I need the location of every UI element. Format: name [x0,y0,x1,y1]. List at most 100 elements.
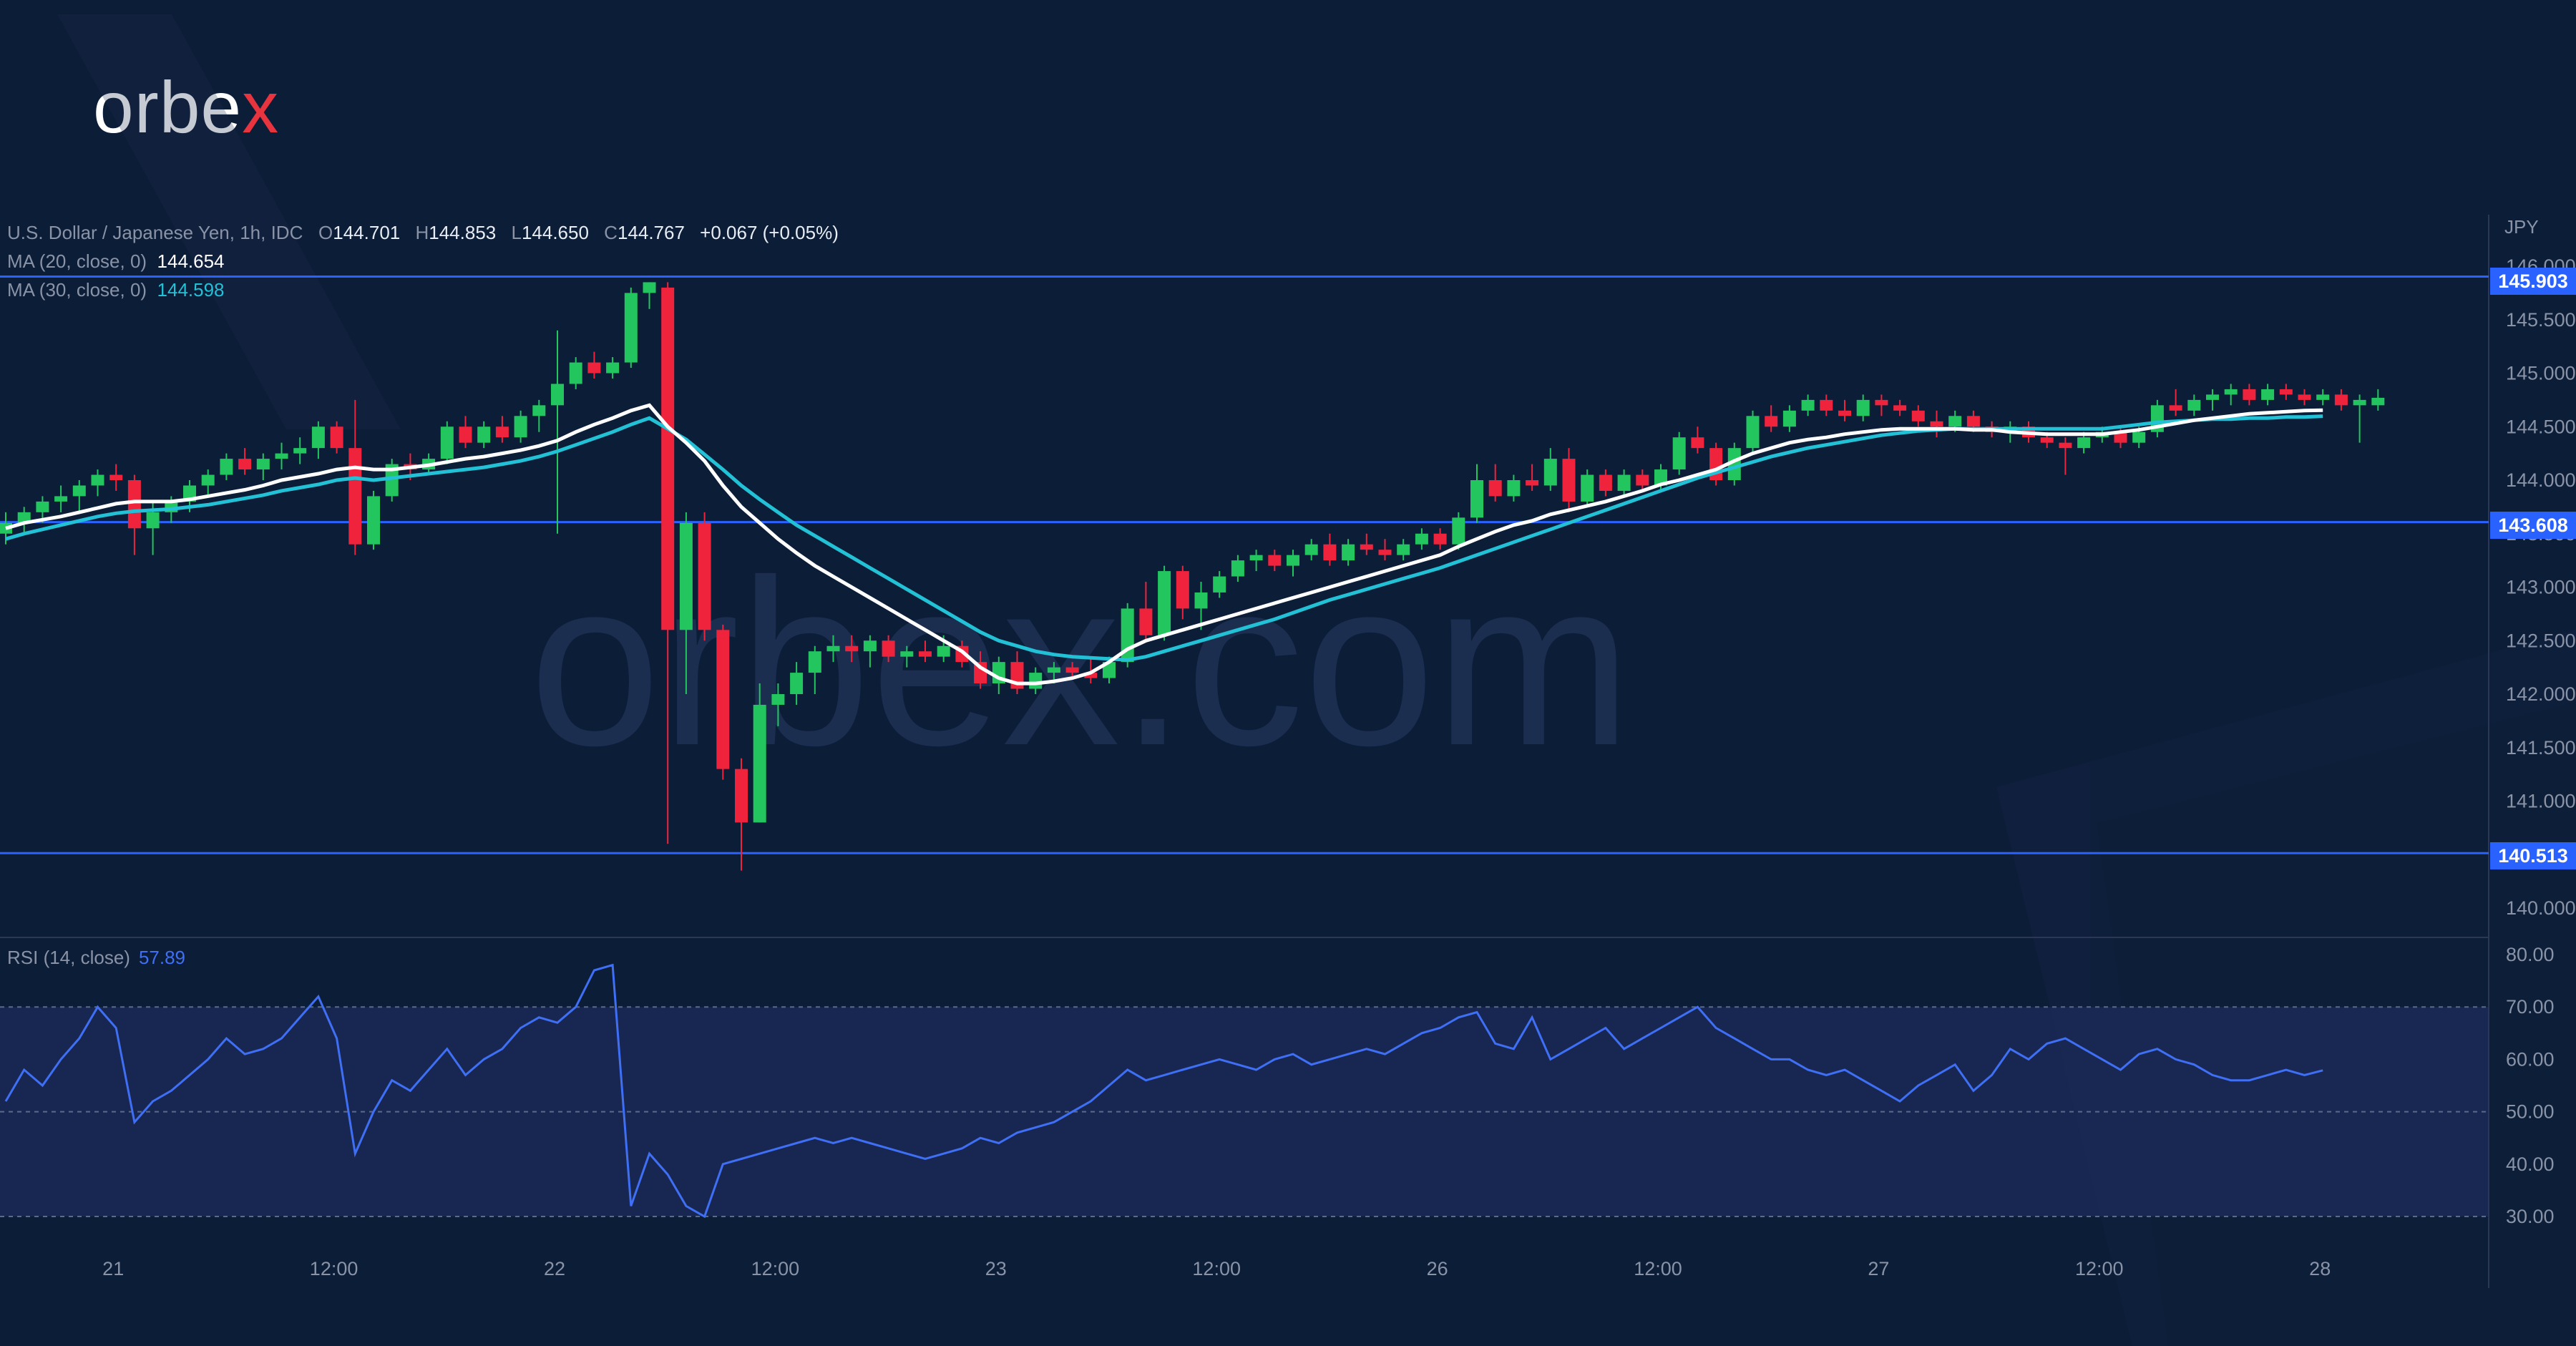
candle-body [569,362,582,384]
candle-body [624,293,638,363]
candle-body [2353,399,2366,406]
candle-body [514,416,527,438]
candle-body [2077,437,2091,449]
candle-body [1617,474,1631,491]
time-tick-label: 21 [102,1258,124,1279]
candle-body [1543,459,1557,486]
candle-body [1856,399,1870,416]
candle-body [330,426,343,449]
candles [0,282,2385,871]
candle-body [1838,410,1851,416]
candle-body [1378,550,1392,555]
price-tick-label: 145.000 [2506,363,2576,384]
candle-body [54,496,68,502]
candle-body [1820,399,1833,411]
candle-body [1029,673,1043,689]
candle-body [882,640,895,657]
time-tick-label: 12:00 [1192,1258,1241,1279]
candle-body [2243,389,2256,400]
level-lines [0,275,2489,854]
rsi-axis: 80.00 70.00 60.00 50.00 40.00 30.00 [2506,944,2555,1227]
candle-body [826,645,840,652]
candle-body [735,769,748,823]
candle-body [1581,474,1594,502]
price-tick-label: 140.000 [2506,897,2576,919]
candle-body [1415,533,1428,545]
candle-body [919,651,932,657]
candle-body [109,474,123,480]
candle-body [1268,555,1282,566]
candle-body [1213,576,1226,592]
rsi-tick-label: 30.00 [2506,1206,2555,1227]
candle-body [643,282,656,293]
candle-body [808,651,821,673]
candle-body [1765,416,1778,427]
candle-body [348,448,362,545]
moving-averages [5,403,2323,686]
candle-body [1782,410,1796,427]
candle-body [1470,480,1483,518]
candle-body [1727,448,1741,480]
time-tick-label: 12:00 [310,1258,358,1279]
candle-body [1691,437,1704,449]
ohlc-legend: U.S. Dollar / Japanese Yen, 1h, IDC O144… [7,222,839,243]
ma30-value: 144.598 [157,279,225,301]
candle-body [72,485,86,497]
candle-body [606,362,620,374]
candle-body [2371,397,2385,406]
price-tick-label: 145.500 [2506,309,2576,331]
candle-body [551,384,564,406]
candle-body [1746,416,1760,449]
watermark: orbex.com [530,530,1632,794]
candle-body [1452,517,1465,545]
candle-body [532,405,546,416]
candle-body [771,694,785,705]
candle-body [1360,544,1373,550]
candle-body [1287,555,1299,566]
candle-body [440,426,454,459]
candle-body [863,640,877,652]
symbol-label: U.S. Dollar / Japanese Yen, 1h, IDC [7,222,303,243]
level-tag-low: 140.513 [2490,842,2576,869]
time-tick-label: 12:00 [2075,1258,2124,1279]
candle-body [1342,544,1355,561]
open-value: 144.701 [333,222,401,243]
candle-body [900,651,914,657]
price-tick-label: 141.000 [2506,791,2576,812]
candle-body [698,522,711,630]
price-tick-label: 141.500 [2506,737,2576,759]
candle-body [1801,399,1815,411]
candle-body [1103,662,1116,678]
rsi-tick-label: 60.00 [2506,1048,2555,1070]
candle-body [2298,394,2311,400]
time-tick-label: 28 [2309,1258,2331,1279]
candle-body [790,673,804,694]
candle-body [1672,437,1686,470]
candle-body [1176,571,1189,609]
candle-body [2169,405,2182,411]
time-tick-label: 23 [985,1258,1007,1279]
price-tick-label: 142.500 [2506,630,2576,651]
candle-body [1654,469,1667,486]
orbex-logo: orbex [93,67,280,148]
candle-body [679,522,693,630]
level-tag-mid: 143.608 [2490,512,2576,539]
candle-body [1948,416,1962,427]
ma20-line [5,403,2323,686]
rsi-value: 57.89 [138,947,186,968]
time-tick-label: 27 [1868,1258,1889,1279]
rsi-legend: RSI (14, close) 57.89 [7,947,186,968]
rsi-tick-label: 40.00 [2506,1154,2555,1175]
candle-body [587,362,601,374]
candle-body [1231,560,1244,577]
candle-body [753,704,766,823]
candle-body [459,426,472,443]
candle-body [2279,389,2293,395]
candle-body [1158,571,1171,635]
candle-body [1249,555,1263,561]
low-value: 144.650 [521,222,589,243]
candle-body [2059,442,2072,449]
candle-body [1875,399,1888,406]
candle-body [937,645,950,657]
candle-body [311,426,325,449]
